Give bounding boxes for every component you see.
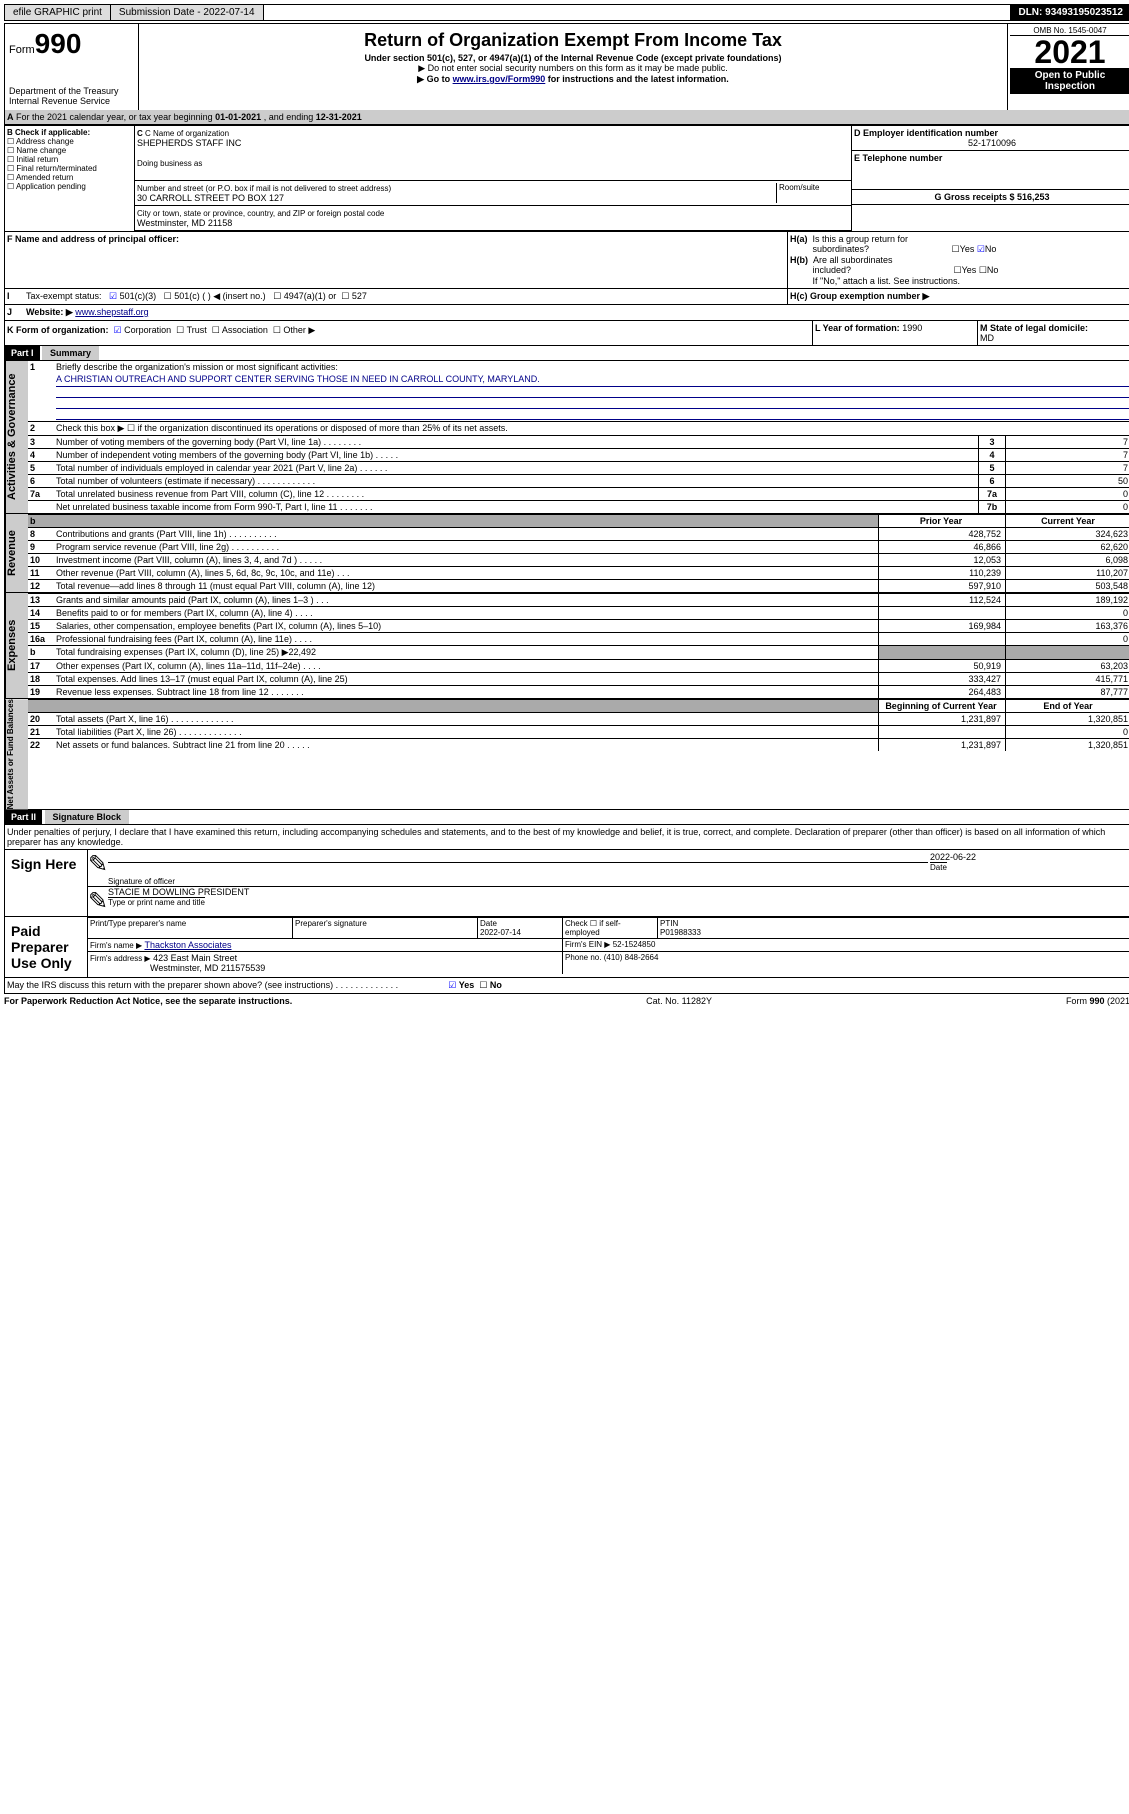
col-eoy: End of Year	[1043, 701, 1092, 711]
prep-date-col: Date	[480, 919, 497, 928]
org-city: Westminster, MD 21158	[137, 218, 232, 228]
col-boy: Beginning of Current Year	[885, 701, 996, 711]
open-public: Open to Public Inspection	[1010, 68, 1129, 94]
irs-link[interactable]: www.irs.gov/Form990	[453, 74, 546, 84]
ptin: P01988333	[660, 928, 701, 937]
phone-label: Phone no.	[565, 953, 601, 962]
name-title-label: Type or print name and title	[108, 897, 205, 907]
firm-addr2: Westminster, MD 211575539	[150, 963, 265, 973]
box-d-label: D Employer identification number	[854, 128, 998, 138]
footer-paperwork: For Paperwork Reduction Act Notice, see …	[4, 996, 292, 1006]
l1-label: Briefly describe the organization's miss…	[56, 362, 338, 372]
submission-date[interactable]: Submission Date - 2022-07-14	[111, 5, 264, 20]
box-l: L Year of formation: 1990	[812, 321, 977, 345]
firm-name-link[interactable]: Thackston Associates	[144, 940, 231, 950]
self-employed: Check ☐ if self-employed	[563, 918, 658, 939]
perjury-declaration: Under penalties of perjury, I declare th…	[5, 824, 1129, 849]
box-hb: H(b) Are all subordinates included? ☐Yes…	[790, 255, 1129, 276]
city-label: City or town, state or province, country…	[137, 209, 384, 218]
note-ssn: ▶ Do not enter social security numbers o…	[143, 63, 1003, 74]
l2-text: Check this box ▶ ☐ if the organization d…	[54, 422, 1129, 436]
part2-title: Signature Block	[45, 810, 130, 824]
paid-preparer: Paid Preparer Use Only	[5, 917, 88, 977]
dept-treasury: Department of the Treasury	[9, 86, 134, 96]
prep-name-col: Print/Type preparer's name	[88, 918, 293, 939]
box-h-note: If "No," attach a list. See instructions…	[790, 276, 1129, 286]
prep-date: 2022-07-14	[480, 928, 521, 937]
part1-title: Summary	[42, 346, 99, 360]
website-label: Website: ▶	[26, 307, 73, 317]
org-name: SHEPHERDS STAFF INC	[137, 138, 241, 148]
tax-year: 2021	[1010, 36, 1129, 68]
addr-label: Number and street (or P.O. box if mail i…	[137, 184, 391, 193]
ptin-label: PTIN	[660, 919, 678, 928]
part2-header: Part II	[5, 810, 42, 824]
line-a: A For the 2021 calendar year, or tax yea…	[5, 110, 1129, 125]
box-g-label: G Gross receipts $ 516,253	[934, 192, 1049, 202]
box-f-label: F Name and address of principal officer:	[7, 234, 179, 244]
firm-ein: 52-1524850	[613, 940, 656, 949]
section-expenses: Expenses	[5, 593, 28, 698]
col-prior-year: Prior Year	[920, 516, 962, 526]
box-m: M State of legal domicile:MD	[977, 321, 1129, 345]
sig-date: 2022-06-22	[930, 852, 976, 862]
tax-status: Tax-exempt status: ☑ 501(c)(3) ☐ 501(c) …	[24, 289, 787, 304]
footer-form: Form 990 (2021)	[1066, 996, 1129, 1006]
col-current-year: Current Year	[1041, 516, 1095, 526]
room-label: Room/suite	[776, 183, 849, 203]
website-link[interactable]: www.shepstaff.org	[75, 307, 148, 317]
section-net-assets: Net Assets or Fund Balances	[5, 699, 28, 809]
date-label: Date	[930, 862, 947, 872]
firm-addr1: 423 East Main Street	[153, 953, 237, 963]
firm-ein-label: Firm's EIN ▶	[565, 940, 610, 949]
section-governance: Activities & Governance	[5, 361, 28, 513]
note-link: ▶ Go to www.irs.gov/Form990 for instruct…	[143, 74, 1003, 85]
dln: DLN: 93493195023512	[1010, 5, 1129, 20]
box-k: K Form of organization: ☑ Corporation ☐ …	[5, 321, 812, 345]
prep-sig-col: Preparer's signature	[293, 918, 478, 939]
box-b: B Check if applicable: ☐ Address change☐…	[5, 126, 135, 231]
form-title: Return of Organization Exempt From Incom…	[143, 30, 1003, 51]
sig-officer-label: Signature of officer	[108, 862, 928, 886]
form-number: Form990	[9, 28, 134, 60]
form-subtitle: Under section 501(c), 527, or 4947(a)(1)…	[143, 53, 1003, 63]
discuss-row: May the IRS discuss this return with the…	[5, 977, 1129, 993]
firm-addr-label: Firm's address ▶	[90, 954, 151, 963]
efile-btn[interactable]: efile GRAPHIC print	[5, 5, 111, 20]
box-c-label: C C Name of organization	[137, 129, 229, 138]
ein: 52-1710096	[854, 138, 1129, 148]
dba-label: Doing business as	[137, 159, 202, 168]
l1-mission: A CHRISTIAN OUTREACH AND SUPPORT CENTER …	[56, 372, 1129, 387]
sign-here: Sign Here	[5, 850, 88, 916]
footer-catno: Cat. No. 11282Y	[646, 996, 712, 1006]
section-revenue: Revenue	[5, 514, 28, 592]
irs-label: Internal Revenue Service	[9, 96, 134, 106]
header-bar: efile GRAPHIC print Submission Date - 20…	[4, 4, 1129, 21]
phone: (410) 848-2664	[604, 953, 659, 962]
part1-header: Part I	[5, 346, 40, 360]
box-hc: H(c) Group exemption number ▶	[787, 289, 1129, 304]
box-e-label: E Telephone number	[854, 153, 942, 163]
firm-name-label: Firm's name ▶	[90, 941, 142, 950]
officer-name: STACIE M DOWLING PRESIDENT	[108, 887, 249, 897]
box-ha: H(a) Is this a group return for subordin…	[790, 234, 1129, 255]
